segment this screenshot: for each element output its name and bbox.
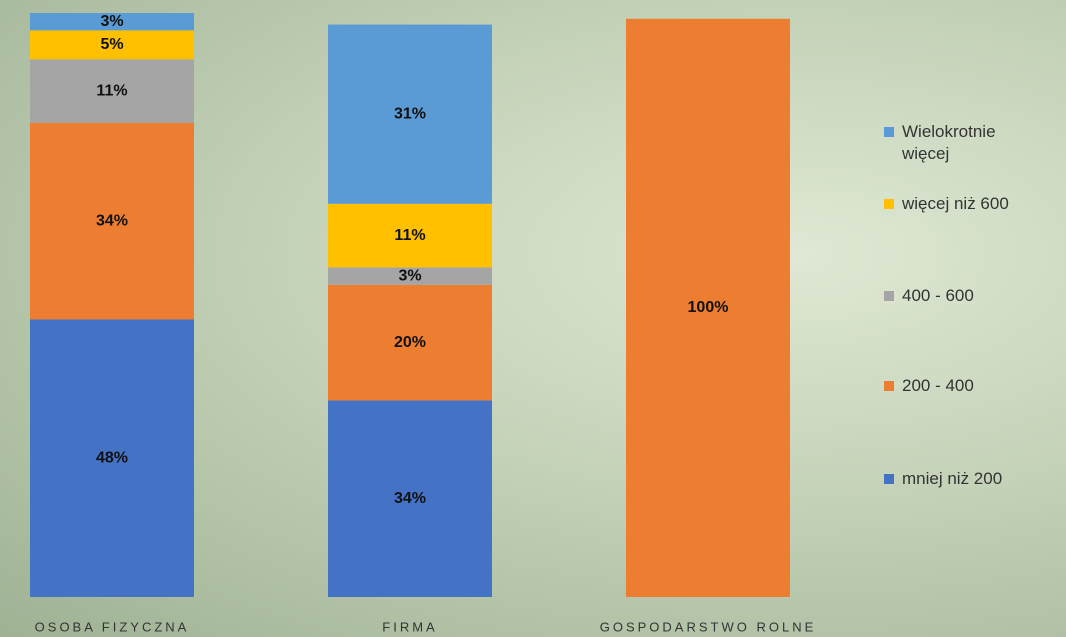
data-label: 31% — [394, 105, 426, 122]
x-tick-label: FIRMA — [382, 619, 437, 634]
bar-segment — [30, 13, 194, 31]
legend-swatch — [884, 474, 894, 484]
bar-segment — [30, 30, 194, 60]
data-label: 11% — [394, 227, 425, 244]
legend-swatch — [884, 381, 894, 391]
legend-item: 200 - 400 — [884, 375, 1064, 397]
legend-item: 400 - 600 — [884, 285, 1064, 307]
data-label: 5% — [100, 36, 123, 53]
legend-swatch — [884, 291, 894, 301]
data-label: 3% — [100, 13, 123, 30]
legend-label: więcej niż 600 — [902, 194, 1009, 213]
data-label: 34% — [394, 490, 426, 507]
legend-item: więcej niż 600 — [884, 193, 1064, 215]
legend-label: Wielokrotnie więcej — [902, 122, 996, 163]
bar-segment — [30, 319, 194, 597]
data-label: 48% — [96, 449, 128, 466]
data-label: 20% — [394, 334, 426, 351]
bar-segment — [328, 400, 492, 597]
bar-segment — [328, 203, 492, 268]
data-label: 100% — [688, 299, 729, 316]
bar-segment — [626, 18, 790, 598]
data-label: 3% — [398, 267, 421, 284]
legend-label: mniej niż 200 — [902, 469, 1003, 488]
bar-segment — [328, 267, 492, 285]
data-label: 11% — [96, 82, 127, 99]
legend-swatch — [884, 127, 894, 137]
legend-item: mniej niż 200 — [884, 468, 1064, 490]
legend-label: 200 - 400 — [902, 376, 974, 395]
legend-label: 400 - 600 — [902, 286, 974, 305]
bar-segment — [30, 59, 194, 123]
data-label: 34% — [96, 212, 128, 229]
bar-segment — [30, 122, 194, 320]
bar-segment — [328, 24, 492, 204]
legend-item: Wielokrotnie więcej — [884, 121, 1064, 165]
legend-swatch — [884, 199, 894, 209]
bar-segment — [328, 284, 492, 401]
x-tick-label: GOSPODARSTWO ROLNE — [600, 619, 817, 634]
x-tick-label: OSOBA FIZYCZNA — [35, 619, 190, 634]
